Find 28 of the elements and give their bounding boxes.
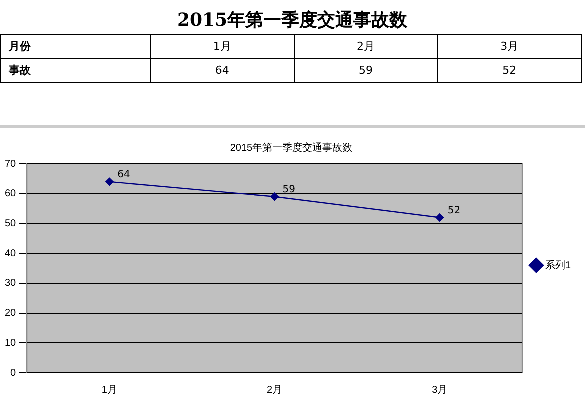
data-label: 59 <box>294 58 438 82</box>
chart-title: 2015年第一季度交通事故数 <box>230 142 353 154</box>
point <box>270 192 279 201</box>
legend-label: 系列1 <box>545 259 572 272</box>
category-label: 2月 <box>294 34 438 58</box>
x-tick-label: 1月 <box>102 384 118 396</box>
point <box>106 178 114 186</box>
x-tick-label: 2月 <box>267 384 283 396</box>
y-tick-label: 20 <box>5 308 17 320</box>
text: 2015年第一季度交通事故数 <box>176 9 409 33</box>
text: 事故 <box>0 58 150 82</box>
category-label: 3月 <box>438 34 582 58</box>
y-tick-label: 30 <box>5 278 17 290</box>
data-label: 64 <box>118 170 130 181</box>
text: 月份 <box>0 34 150 58</box>
data-label: 52 <box>448 205 461 216</box>
y-tick-label: 60 <box>5 188 17 200</box>
y-tick-label: 70 <box>5 158 17 170</box>
x-tick-label: 3月 <box>432 384 448 396</box>
y-tick-label: 10 <box>5 338 17 349</box>
y-tick-label: 50 <box>5 218 17 230</box>
point <box>436 214 444 222</box>
y-tick-label: 0 <box>10 368 17 379</box>
data-label: 64 <box>150 58 294 82</box>
data-label: 52 <box>438 58 582 82</box>
y-tick-label: 40 <box>5 248 17 260</box>
category-label: 1月 <box>150 34 294 58</box>
data-label: 59 <box>282 184 296 196</box>
